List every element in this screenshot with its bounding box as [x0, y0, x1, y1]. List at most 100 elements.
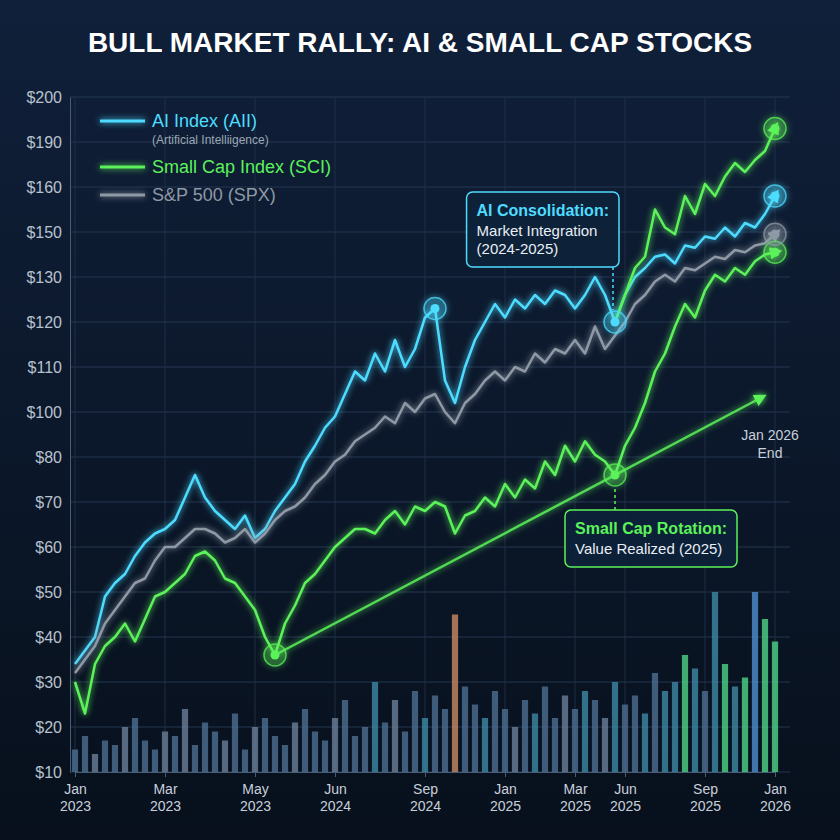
- annotation-title: AI Consolidation:: [477, 202, 609, 219]
- volume-bar: [302, 709, 308, 772]
- y-tick-label: $160: [26, 179, 62, 196]
- volume-bar: [332, 718, 338, 772]
- x-tick-mark: [505, 772, 506, 777]
- y-tick: $60: [35, 539, 70, 556]
- volume-bar: [122, 727, 128, 772]
- x-tick-label: Jan2025: [490, 781, 521, 814]
- x-tick-mark: [625, 772, 626, 777]
- x-tick-label: Jan2026: [760, 781, 791, 814]
- x-tick-label-line: 2026: [760, 798, 791, 814]
- legend-swatch: [100, 194, 145, 197]
- x-tick-label-line: 2024: [410, 798, 441, 814]
- x-tick-label: Jan2023: [60, 781, 91, 814]
- volume-bar: [622, 705, 628, 773]
- volume-bar: [342, 700, 348, 772]
- x-tick: Jun2025: [610, 772, 641, 814]
- y-tick: $30: [35, 674, 70, 691]
- highlight-dot-glow: [424, 298, 446, 320]
- y-tick: $150: [26, 224, 70, 241]
- annotation-dot-glow: [604, 464, 626, 486]
- y-tick-label: $40: [35, 629, 62, 646]
- volume-bar: [392, 700, 398, 772]
- x-axis: Jan2023Mar2023May2023Jun2024Sep2024Jan20…: [60, 772, 791, 814]
- series-line: [615, 129, 775, 323]
- y-tick: $40: [35, 629, 70, 646]
- y-axis: $10$20$30$40$50$60$70$80$100$110$120$130…: [26, 89, 70, 781]
- volume-bar: [762, 619, 768, 772]
- volume-bar: [152, 750, 158, 773]
- volume-bar: [82, 736, 88, 772]
- x-tick: Jan2023: [60, 772, 91, 814]
- volume-bar: [402, 732, 408, 773]
- annotation-text: End: [758, 445, 783, 461]
- annotation-text: Jan 2026: [741, 427, 799, 443]
- volume-bar: [422, 718, 428, 772]
- volume-bar: [92, 754, 98, 772]
- x-tick: Mar2025: [560, 772, 591, 814]
- x-tick-mark: [705, 772, 706, 777]
- chart-container: $10$20$30$40$50$60$70$80$100$110$120$130…: [0, 0, 840, 840]
- annotation-leader: [612, 267, 614, 310]
- volume-bar: [562, 696, 568, 773]
- volume-bar: [182, 709, 188, 772]
- volume-bar: [132, 718, 138, 772]
- y-tick-label: $130: [26, 269, 62, 286]
- legend-label: Small Cap Index (SCI): [152, 157, 331, 177]
- grid-line-y: [70, 322, 790, 323]
- y-tick: $130: [26, 269, 70, 286]
- volume-bar: [262, 718, 268, 772]
- plot-data: [72, 118, 786, 773]
- x-tick-mark: [165, 772, 166, 777]
- x-tick-mark: [775, 772, 776, 777]
- legend-label: S&P 500 (SPX): [152, 185, 276, 205]
- y-tick-label: $10: [35, 764, 62, 781]
- x-tick-label: Mar2023: [150, 781, 181, 814]
- y-tick-label: $20: [35, 719, 62, 736]
- highlight-dot: [271, 651, 280, 660]
- volume-bar: [472, 705, 478, 773]
- volume-bar: [542, 687, 548, 773]
- y-tick-label: $80: [35, 449, 62, 466]
- x-tick: Sep2025: [690, 772, 721, 814]
- grid-line-y: [70, 232, 790, 233]
- chart-svg: $10$20$30$40$50$60$70$80$100$110$120$130…: [0, 0, 840, 840]
- y-tick: $160: [26, 179, 70, 196]
- y-tick: $50: [35, 584, 70, 601]
- volume-bar: [102, 741, 108, 773]
- y-tick: $200: [26, 89, 70, 106]
- y-tick-label: $200: [26, 89, 62, 106]
- volume-bar: [502, 709, 508, 772]
- volume-bar: [772, 642, 778, 773]
- volume-bar: [292, 723, 298, 773]
- volume-bar: [532, 714, 538, 773]
- x-tick-label-line: May: [242, 781, 268, 797]
- volume-bar: [162, 732, 168, 773]
- x-tick-label-line: 2025: [690, 798, 721, 814]
- annotation: AI Consolidation:Market Integration(2024…: [467, 192, 619, 310]
- annotations: AI Consolidation:Market Integration(2024…: [467, 192, 799, 567]
- volume-bar: [382, 723, 388, 773]
- volume-bar: [172, 736, 178, 772]
- x-tick: Sep2024: [410, 772, 441, 814]
- volume-bar: [692, 669, 698, 773]
- volume-bar: [432, 696, 438, 773]
- volume-bar: [192, 745, 198, 772]
- x-tick-label-line: Mar: [563, 781, 587, 797]
- grid-line-y: [70, 367, 790, 368]
- x-axis-line: [76, 773, 776, 778]
- volume-bar: [662, 691, 668, 772]
- x-tick-label-line: Sep: [693, 781, 718, 797]
- legend-swatch: [100, 120, 145, 123]
- legend: AI Index (AII)(Artificial Intelliigence)…: [100, 111, 331, 205]
- x-tick-label-line: Jan: [764, 781, 787, 797]
- grid: [70, 97, 790, 772]
- grid-line-x: [425, 97, 426, 772]
- y-tick-label: $50: [35, 584, 62, 601]
- volume-bar: [712, 592, 718, 772]
- x-tick: Jan2025: [490, 772, 521, 814]
- x-tick-label-line: Jan: [494, 781, 517, 797]
- volume-bar: [212, 732, 218, 773]
- volume-bar: [642, 714, 648, 773]
- volume-bar: [652, 673, 658, 772]
- x-tick-mark: [335, 772, 336, 777]
